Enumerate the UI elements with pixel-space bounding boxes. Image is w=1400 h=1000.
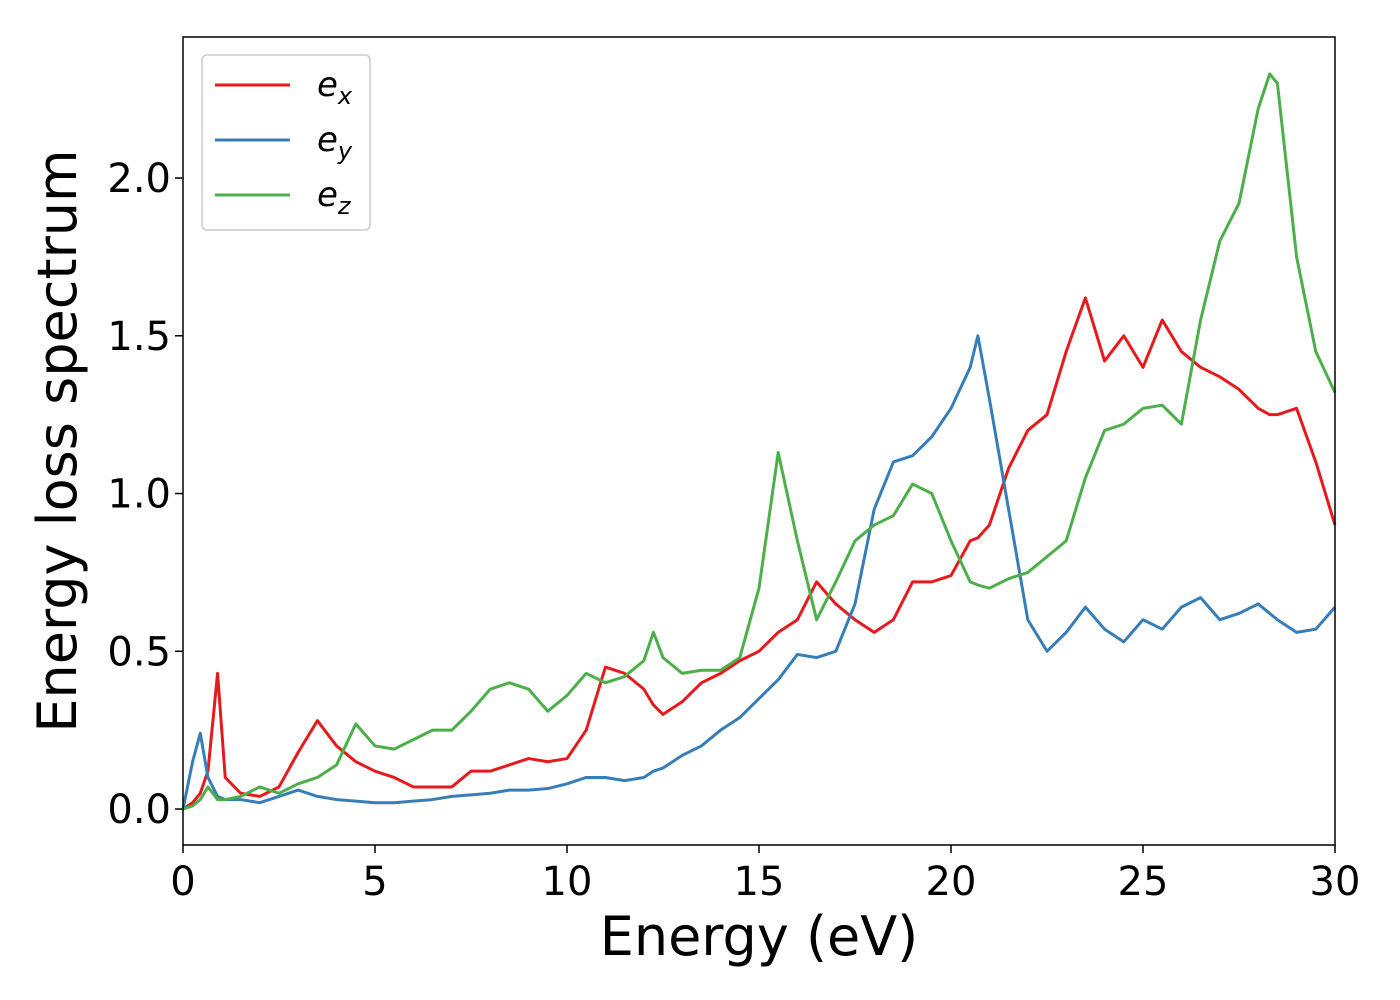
x-axis-label: Energy (eV) (600, 905, 919, 968)
series-line (182, 296, 1337, 811)
y-tick-label: 1.5 (107, 314, 171, 360)
x-tick-label: 0 (170, 859, 195, 905)
y-tick-label: 1.0 (107, 472, 171, 518)
x-tick-label: 10 (542, 859, 593, 905)
plot-frame (182, 36, 1336, 846)
legend-label: ex (317, 65, 353, 110)
legend-box (201, 54, 371, 231)
y-axis-label: Energy loss spectrum (26, 149, 89, 732)
y-tick-label: 0.0 (107, 787, 171, 833)
x-tick-label: 15 (734, 859, 785, 905)
x-tick-label: 20 (926, 859, 977, 905)
series-line (181, 334, 1337, 810)
y-tick-label: 2.0 (107, 156, 171, 202)
series-line (182, 72, 1337, 811)
x-tick-label: 30 (1310, 859, 1361, 905)
legend-label: ey (317, 120, 353, 165)
x-tick-label: 25 (1118, 859, 1169, 905)
x-tick-label: 5 (362, 859, 387, 905)
legend-label: ez (317, 175, 352, 220)
y-tick-label: 0.5 (107, 629, 171, 675)
